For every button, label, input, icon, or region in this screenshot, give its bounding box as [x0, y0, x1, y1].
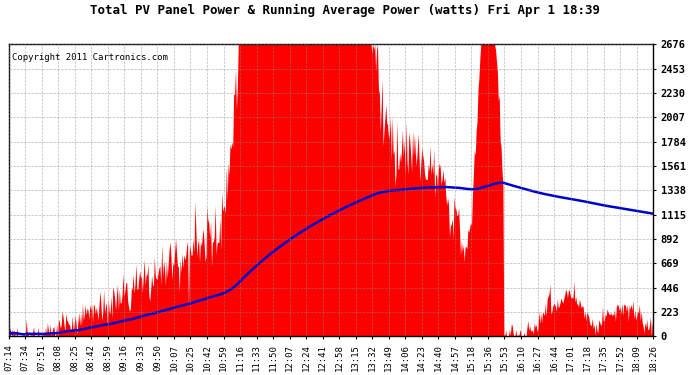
Text: Copyright 2011 Cartronics.com: Copyright 2011 Cartronics.com	[12, 53, 168, 62]
Text: Total PV Panel Power & Running Average Power (watts) Fri Apr 1 18:39: Total PV Panel Power & Running Average P…	[90, 4, 600, 17]
